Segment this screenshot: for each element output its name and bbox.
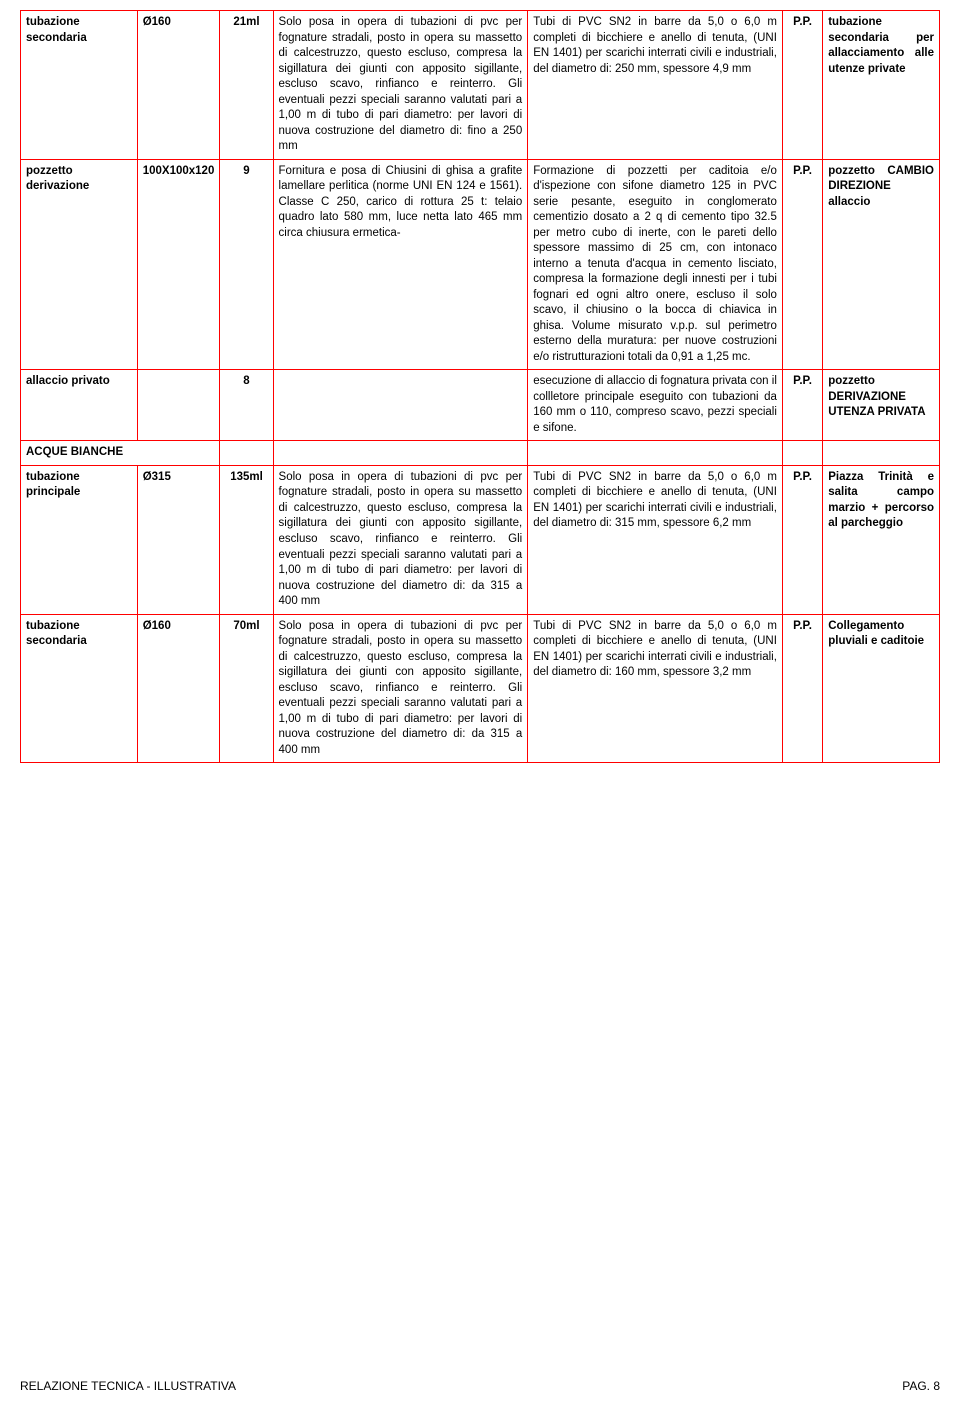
- footer-left: RELAZIONE TECNICA - ILLUSTRATIVA: [20, 1379, 236, 1393]
- item-name: tubazione principale: [21, 465, 138, 614]
- item-pp: P.P.: [782, 370, 822, 441]
- table-row: allaccio privato 8 esecuzione di allacci…: [21, 370, 940, 441]
- item-note: pozzetto DERIVAZIONE UTENZA PRIVATA: [823, 370, 940, 441]
- item-desc2: Tubi di PVC SN2 in barre da 5,0 o 6,0 m …: [528, 614, 783, 763]
- item-size: Ø160: [137, 614, 220, 763]
- table-row: tubazione principale Ø315 135ml Solo pos…: [21, 465, 940, 614]
- item-size: Ø315: [137, 465, 220, 614]
- empty-cell: [528, 441, 783, 466]
- item-desc2: esecuzione di allaccio di fognatura priv…: [528, 370, 783, 441]
- item-size: Ø160: [137, 11, 220, 160]
- table-row: tubazione secondaria Ø160 70ml Solo posa…: [21, 614, 940, 763]
- table-row: pozzetto derivazione 100X100x120 9 Forni…: [21, 159, 940, 370]
- item-pp: P.P.: [782, 614, 822, 763]
- item-qty: 21ml: [220, 11, 273, 160]
- item-pp: P.P.: [782, 465, 822, 614]
- item-note: pozzetto CAMBIO DIREZIONE allaccio: [823, 159, 940, 370]
- page: tubazione secondaria Ø160 21ml Solo posa…: [0, 0, 960, 1411]
- item-pp: P.P.: [782, 11, 822, 160]
- item-qty: 8: [220, 370, 273, 441]
- section-header-row: ACQUE BIANCHE: [21, 441, 940, 466]
- item-qty: 135ml: [220, 465, 273, 614]
- item-qty: 70ml: [220, 614, 273, 763]
- table-row: tubazione secondaria Ø160 21ml Solo posa…: [21, 11, 940, 160]
- item-pp: P.P.: [782, 159, 822, 370]
- item-note: tubazione secondaria per allacciamento a…: [823, 11, 940, 160]
- item-desc2: Tubi di PVC SN2 in barre da 5,0 o 6,0 m …: [528, 11, 783, 160]
- item-note: Collegamento pluviali e caditoie: [823, 614, 940, 763]
- page-footer: RELAZIONE TECNICA - ILLUSTRATIVA PAG. 8: [20, 1379, 940, 1393]
- item-name: allaccio privato: [21, 370, 138, 441]
- item-desc1: Solo posa in opera di tubazioni di pvc p…: [273, 11, 528, 160]
- item-note: Piazza Trinità e salita campo marzio + p…: [823, 465, 940, 614]
- item-desc1: Solo posa in opera di tubazioni di pvc p…: [273, 614, 528, 763]
- empty-cell: [823, 441, 940, 466]
- main-table: tubazione secondaria Ø160 21ml Solo posa…: [20, 10, 940, 763]
- empty-cell: [782, 441, 822, 466]
- item-name: pozzetto derivazione: [21, 159, 138, 370]
- footer-right: PAG. 8: [902, 1379, 940, 1393]
- item-desc2: Tubi di PVC SN2 in barre da 5,0 o 6,0 m …: [528, 465, 783, 614]
- section-title: ACQUE BIANCHE: [21, 441, 220, 466]
- item-desc1: [273, 370, 528, 441]
- item-desc1: Solo posa in opera di tubazioni di pvc p…: [273, 465, 528, 614]
- item-size: 100X100x120: [137, 159, 220, 370]
- item-size: [137, 370, 220, 441]
- item-name: tubazione secondaria: [21, 11, 138, 160]
- item-desc1: Fornitura e posa di Chiusini di ghisa a …: [273, 159, 528, 370]
- item-desc2: Formazione di pozzetti per caditoia e/o …: [528, 159, 783, 370]
- empty-cell: [273, 441, 528, 466]
- item-qty: 9: [220, 159, 273, 370]
- item-name: tubazione secondaria: [21, 614, 138, 763]
- empty-cell: [220, 441, 273, 466]
